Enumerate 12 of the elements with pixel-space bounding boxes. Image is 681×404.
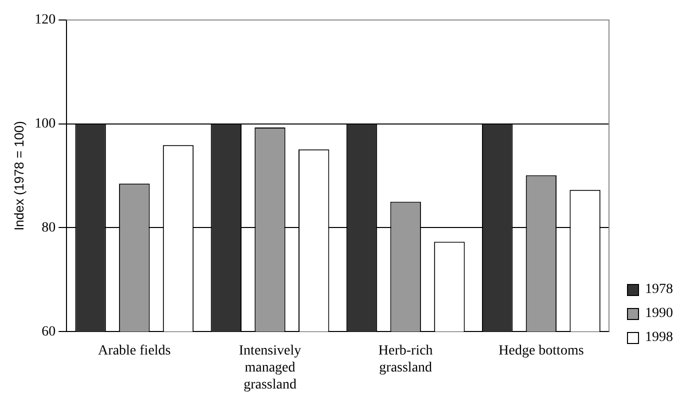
y-tick-label: 60	[42, 324, 56, 340]
x-tick-label: Intensively managed grassland	[238, 344, 302, 392]
y-tick-label: 120	[34, 12, 56, 28]
text: 1998	[645, 330, 673, 346]
y-axis-title: Index (1978 = 100)	[11, 121, 26, 231]
x-tick-label: Arable fields	[98, 344, 171, 359]
legend-label: 1990	[645, 306, 673, 322]
x-tick-label: Hedge bottoms	[498, 344, 584, 359]
legend-label: 1978	[645, 282, 673, 298]
x-tick-label: Herb-rich grassland	[378, 344, 433, 376]
y-tick-label: 100	[34, 116, 56, 132]
y-tick-label: 80	[42, 220, 56, 236]
